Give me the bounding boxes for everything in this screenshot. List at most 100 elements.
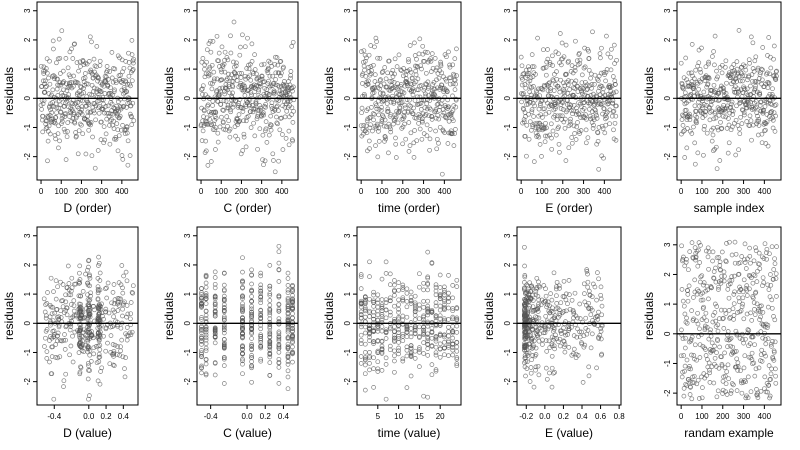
data-point bbox=[105, 84, 111, 89]
data-point bbox=[367, 259, 372, 265]
data-point bbox=[291, 108, 296, 114]
data-point bbox=[446, 273, 451, 278]
data-point bbox=[60, 282, 66, 287]
data-point bbox=[414, 138, 420, 144]
data-point bbox=[53, 136, 58, 142]
data-point bbox=[280, 147, 286, 152]
x-tick-label: 0.2 bbox=[558, 412, 570, 421]
data-point bbox=[40, 101, 46, 107]
data-point bbox=[437, 124, 443, 130]
data-point bbox=[696, 47, 702, 53]
data-point bbox=[282, 114, 288, 120]
data-point bbox=[741, 86, 747, 91]
data-point bbox=[608, 54, 613, 60]
y-tick-label: 3 bbox=[343, 8, 352, 13]
data-point bbox=[591, 117, 597, 123]
data-point bbox=[116, 299, 121, 305]
data-point bbox=[719, 125, 725, 131]
data-point bbox=[200, 56, 206, 61]
data-point bbox=[412, 317, 418, 322]
data-point bbox=[580, 91, 585, 97]
data-point bbox=[578, 128, 584, 133]
data-point bbox=[254, 116, 260, 122]
data-point bbox=[401, 114, 407, 120]
data-point bbox=[723, 58, 729, 64]
data-point bbox=[597, 51, 603, 56]
data-point bbox=[242, 73, 248, 79]
data-point bbox=[103, 286, 108, 292]
data-point bbox=[257, 84, 263, 89]
data-point bbox=[212, 308, 218, 314]
data-point bbox=[711, 116, 717, 122]
data-point bbox=[535, 35, 540, 41]
data-point bbox=[268, 122, 274, 128]
data-point bbox=[76, 128, 82, 134]
data-point bbox=[70, 359, 76, 365]
data-point bbox=[383, 315, 389, 321]
data-point bbox=[436, 116, 442, 122]
data-point bbox=[419, 66, 424, 72]
data-point bbox=[610, 109, 616, 115]
data-point bbox=[543, 286, 548, 292]
data-point bbox=[540, 127, 545, 133]
x-tick-label: 200 bbox=[396, 187, 410, 196]
data-point bbox=[367, 114, 373, 120]
data-point bbox=[120, 290, 126, 296]
data-point bbox=[249, 346, 254, 352]
data-point bbox=[566, 145, 572, 151]
data-point bbox=[40, 113, 46, 119]
data-point bbox=[773, 373, 778, 379]
data-point bbox=[705, 254, 711, 260]
data-point bbox=[585, 284, 591, 290]
data-point bbox=[219, 114, 224, 120]
x-tick-label: 400 bbox=[275, 187, 289, 196]
data-point bbox=[680, 84, 686, 90]
data-point bbox=[693, 108, 699, 114]
data-point bbox=[276, 365, 282, 370]
data-point bbox=[411, 155, 417, 160]
data-point bbox=[231, 59, 236, 65]
data-point bbox=[124, 124, 130, 130]
data-point bbox=[96, 263, 101, 268]
data-point bbox=[259, 76, 265, 82]
data-point bbox=[128, 311, 134, 317]
data-point bbox=[454, 348, 460, 354]
data-point bbox=[276, 267, 282, 273]
data-point bbox=[679, 117, 685, 122]
data-point bbox=[73, 281, 79, 287]
data-point bbox=[225, 102, 231, 108]
data-point bbox=[404, 385, 410, 390]
data-point bbox=[118, 104, 124, 110]
data-point bbox=[239, 70, 244, 76]
data-point bbox=[764, 256, 769, 262]
data-point bbox=[121, 91, 126, 97]
data-point bbox=[446, 343, 451, 348]
data-point bbox=[62, 129, 68, 135]
x-tick-label: 0.4 bbox=[118, 412, 130, 421]
y-tick-label: 3 bbox=[663, 8, 672, 13]
data-point bbox=[701, 127, 707, 132]
data-point bbox=[439, 171, 445, 177]
data-point bbox=[713, 144, 719, 150]
data-point bbox=[42, 78, 48, 84]
data-point bbox=[267, 84, 273, 90]
data-point bbox=[682, 90, 688, 96]
data-point bbox=[52, 76, 57, 81]
y-tick-label: 1 bbox=[343, 291, 352, 296]
data-point bbox=[420, 119, 425, 125]
data-point bbox=[286, 128, 292, 134]
data-point bbox=[442, 339, 447, 345]
data-point bbox=[423, 112, 429, 117]
data-point bbox=[448, 128, 454, 134]
data-point bbox=[290, 307, 295, 312]
data-point bbox=[547, 62, 553, 67]
x-tick-label: 5 bbox=[376, 412, 381, 421]
data-point bbox=[591, 122, 596, 128]
data-point bbox=[64, 305, 70, 311]
data-point bbox=[45, 158, 50, 164]
data-point bbox=[41, 68, 46, 74]
data-point bbox=[433, 350, 439, 356]
data-point bbox=[280, 132, 285, 137]
